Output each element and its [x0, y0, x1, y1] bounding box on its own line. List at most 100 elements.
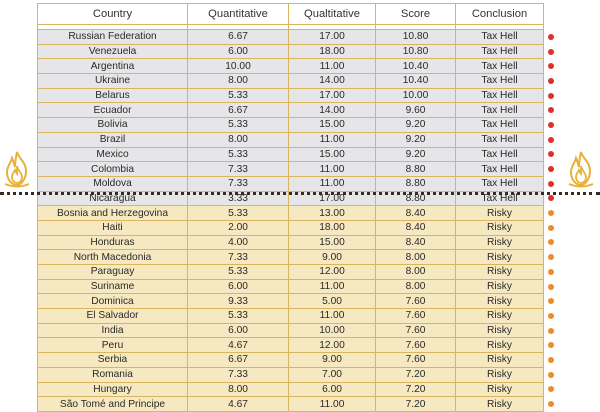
cell-score: 8.00 [375, 264, 456, 280]
cell-quantitative: 5.33 [187, 117, 289, 133]
cell-score: 8.80 [375, 175, 456, 192]
table-row: Brazil 8.00 11.00 9.20 Tax Hell [37, 131, 544, 148]
cell-conclusion: Risky [455, 352, 544, 368]
table-row: Paraguay 5.33 12.00 8.00 Risky [37, 264, 544, 280]
status-dot [548, 224, 554, 231]
cell-country: Dominica [37, 293, 188, 310]
header-score: Score [375, 3, 456, 25]
cell-quantitative: 8.00 [187, 131, 289, 148]
status-dot [548, 239, 554, 246]
table-row: Honduras 4.00 15.00 8.40 Risky [37, 234, 544, 251]
cell-country: North Macedonia [37, 249, 188, 265]
cell-country: India [37, 322, 188, 339]
cell-quantitative: 6.00 [187, 278, 289, 295]
cell-qualitative: 9.00 [288, 249, 376, 265]
cell-qualitative: 18.00 [288, 219, 376, 236]
table-row: Dominica 9.33 5.00 7.60 Risky [37, 293, 544, 310]
cell-quantitative: 9.33 [187, 293, 289, 310]
cell-qualitative: 15.00 [288, 146, 376, 163]
status-dot [548, 210, 554, 217]
status-dot [548, 33, 554, 40]
cell-quantitative: 4.67 [187, 396, 289, 412]
header-conclusion: Conclusion [455, 3, 544, 25]
header-quantitative: Quantitative [187, 3, 289, 25]
cell-conclusion: Risky [455, 322, 544, 339]
header-qualitative: Qualtitative [288, 3, 376, 25]
cell-score: 10.40 [375, 58, 456, 75]
status-dot [548, 107, 554, 114]
cell-conclusion: Tax Hell [455, 87, 544, 104]
cell-qualitative: 5.00 [288, 293, 376, 310]
table-row: Peru 4.67 12.00 7.60 Risky [37, 337, 544, 354]
status-dot [548, 268, 554, 275]
cell-country: Belarus [37, 87, 188, 104]
status-dot [548, 63, 554, 70]
table-row: Bosnia and Herzegovina 5.33 13.00 8.40 Risky [37, 205, 544, 221]
cell-qualitative: 7.00 [288, 366, 376, 383]
cell-country: Argentina [37, 58, 188, 75]
status-dot [548, 151, 554, 158]
table-row: Haiti 2.00 18.00 8.40 Risky [37, 219, 544, 236]
cell-quantitative: 10.00 [187, 58, 289, 75]
cell-qualitative: 14.00 [288, 73, 376, 89]
cell-conclusion: Tax Hell [455, 146, 544, 163]
status-dot [548, 312, 554, 319]
cell-country: Ecuador [37, 102, 188, 119]
cell-quantitative: 8.00 [187, 381, 289, 398]
cell-country: Romania [37, 366, 188, 383]
cell-qualitative: 17.00 [288, 29, 376, 45]
cell-quantitative: 8.00 [187, 73, 289, 89]
cell-score: 8.80 [375, 161, 456, 177]
cell-conclusion: Risky [455, 264, 544, 280]
cell-country: Honduras [37, 234, 188, 251]
cell-country: Bosnia and Herzegovina [37, 205, 188, 221]
cell-conclusion: Risky [455, 366, 544, 383]
status-dot [548, 180, 554, 187]
cell-country: Ukraine [37, 73, 188, 89]
table-row: Mexico 5.33 15.00 9.20 Tax Hell [37, 146, 544, 163]
table-row: Ukraine 8.00 14.00 10.40 Tax Hell [37, 73, 544, 89]
cell-country: Venezuela [37, 43, 188, 60]
cell-qualitative: 18.00 [288, 43, 376, 60]
cell-quantitative: 7.33 [187, 161, 289, 177]
table-row: Hungary 8.00 6.00 7.20 Risky [37, 381, 544, 398]
cell-country: Russian Federation [37, 29, 188, 45]
cell-qualitative: 15.00 [288, 117, 376, 133]
table-row: Serbia 6.67 9.00 7.60 Risky [37, 352, 544, 368]
cell-conclusion: Tax Hell [455, 131, 544, 148]
status-dot [548, 195, 554, 202]
cell-score: 10.80 [375, 29, 456, 45]
status-dot [548, 371, 554, 378]
cell-country: Paraguay [37, 264, 188, 280]
cell-quantitative: 6.67 [187, 29, 289, 45]
cell-conclusion: Tax Hell [455, 190, 544, 207]
cell-score: 7.60 [375, 337, 456, 354]
cell-country: Moldova [37, 175, 188, 192]
cell-conclusion: Risky [455, 234, 544, 251]
cell-qualitative: 14.00 [288, 102, 376, 119]
table-row: Moldova 7.33 11.00 8.80 Tax Hell [37, 175, 544, 192]
cell-country: Haiti [37, 219, 188, 236]
table-row: Belarus 5.33 17.00 10.00 Tax Hell [37, 87, 544, 104]
cell-qualitative: 11.00 [288, 278, 376, 295]
cell-country: El Salvador [37, 308, 188, 324]
cell-quantitative: 7.33 [187, 175, 289, 192]
status-dot [548, 298, 554, 305]
cell-conclusion: Tax Hell [455, 102, 544, 119]
cell-quantitative: 5.33 [187, 264, 289, 280]
table-row: Russian Federation 6.67 17.00 10.80 Tax Hell [37, 29, 544, 45]
cell-conclusion: Risky [455, 293, 544, 310]
ranking-table: Country Quantitative Qualtitative Score … [37, 3, 544, 412]
status-dot [548, 92, 554, 99]
cell-score: 7.20 [375, 396, 456, 412]
status-dot [548, 254, 554, 261]
cell-qualitative: 17.00 [288, 87, 376, 104]
cell-conclusion: Tax Hell [455, 117, 544, 133]
cell-qualitative: 11.00 [288, 58, 376, 75]
cell-score: 7.60 [375, 352, 456, 368]
cell-qualitative: 11.00 [288, 131, 376, 148]
table-header: Country Quantitative Qualtitative Score … [37, 3, 544, 30]
flame-icon [568, 151, 594, 188]
flame-icon [4, 151, 30, 188]
cell-country: Bolivia [37, 117, 188, 133]
